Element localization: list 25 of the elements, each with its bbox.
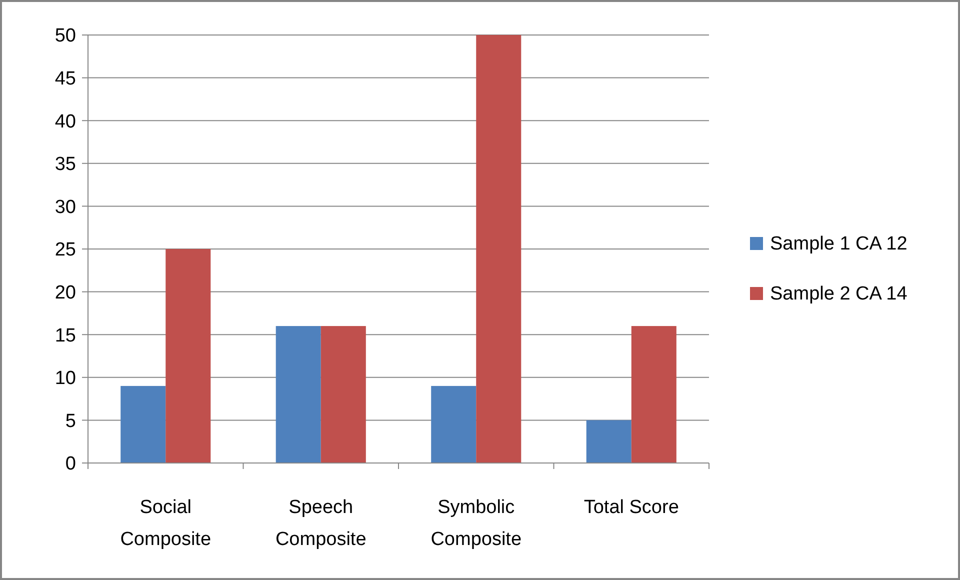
y-tick-label: 50 [54, 26, 76, 47]
y-tick-label: 40 [54, 111, 76, 132]
bar [431, 386, 476, 463]
y-tick-label: 5 [65, 410, 76, 432]
x-tick-label: Speech Composite [275, 497, 366, 550]
y-tick-label: 15 [54, 325, 76, 346]
y-tick-label: 0 [65, 454, 76, 475]
y-tick-label: 25 [54, 240, 76, 261]
bar [276, 326, 321, 463]
x-tick-label: Symbolic Composite [430, 497, 522, 550]
bar [166, 249, 211, 463]
bar [631, 326, 676, 463]
legend-label: Sample 1 CA 12 [770, 234, 908, 255]
x-tick-label: Total Score [584, 497, 679, 518]
y-tick-label: 20 [54, 282, 76, 304]
bar [586, 420, 632, 463]
y-tick-label: 35 [54, 154, 76, 176]
bar [476, 35, 522, 463]
bar [320, 326, 366, 463]
bar [120, 386, 166, 463]
legend-label: Sample 2 CA 14 [770, 284, 908, 305]
y-tick-label: 45 [54, 68, 76, 90]
y-tick-label: 30 [54, 196, 76, 218]
x-tick-label: Social Composite [120, 497, 212, 550]
y-tick-label: 10 [54, 368, 76, 390]
